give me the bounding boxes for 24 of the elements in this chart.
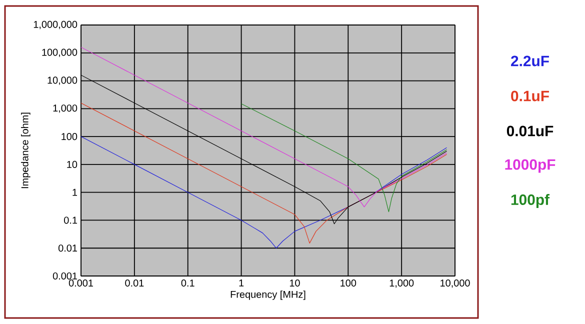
x-tick-label: 1,000 (390, 280, 414, 288)
text: 2.2uF (511, 56, 549, 66)
y-tick-label: 0.001 (52, 272, 77, 280)
y-tick-label: 1,000,000 (34, 20, 78, 30)
text: 0.01uF (506, 126, 554, 136)
y-tick-label: 100 (62, 133, 78, 140)
y-axis-title: Impedance [ohm] (21, 112, 30, 188)
y-tick-label: 100,000 (42, 48, 78, 58)
text: 100pf (511, 194, 550, 208)
text: 0.1uF (511, 90, 549, 102)
x-tick-label: 100 (340, 280, 356, 287)
y-tick-label: 0.1 (64, 216, 78, 224)
x-tick-label: 0.01 (125, 280, 144, 287)
x-tick-label: 0.1 (181, 280, 194, 287)
x-tick-label: 10 (290, 280, 300, 287)
x-tick-label: 1 (239, 280, 244, 286)
x-axis-title: Frequency [MHz] (230, 290, 306, 300)
x-tick-label: 10,000 (440, 280, 470, 288)
y-tick-label: 1 (72, 188, 78, 196)
y-tick-label: 1,000 (53, 104, 78, 113)
text: 1000pF (505, 159, 556, 173)
y-tick-label: 10,000 (48, 76, 78, 85)
y-tick-label: 0.01 (58, 244, 78, 252)
y-tick-label: 10 (67, 160, 78, 168)
